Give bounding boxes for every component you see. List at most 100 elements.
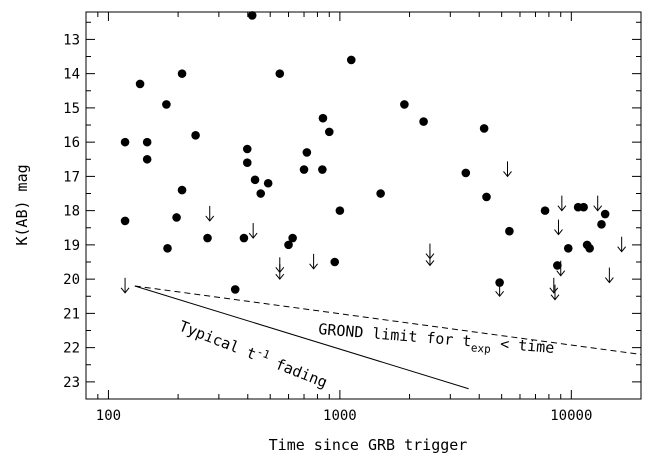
arrow-head — [120, 287, 130, 294]
upper-limit-arrow — [554, 219, 563, 236]
arrow-head — [554, 229, 563, 236]
arrow-head — [550, 294, 560, 301]
y-tick-label: 17 — [63, 169, 80, 185]
data-point — [330, 257, 340, 267]
arrow-head — [309, 263, 318, 270]
data-point — [302, 148, 312, 157]
y-tick-label: 16 — [63, 135, 80, 151]
data-point — [597, 220, 606, 229]
upper-limit-arrow — [557, 195, 567, 212]
data-point — [585, 244, 594, 253]
arrow-head — [503, 171, 512, 178]
x-tick-labels: 100 1000 10000 — [96, 408, 593, 424]
data-point — [120, 216, 130, 226]
y-tick-label: 19 — [63, 238, 80, 254]
y-tick-label: 13 — [63, 32, 80, 48]
upper-limit-arrow — [425, 250, 435, 267]
upper-limit-arrow — [205, 205, 215, 222]
arrow-head — [617, 246, 627, 253]
data-point — [318, 165, 327, 174]
upper-limit-arrow — [556, 260, 566, 277]
upper-limit-arrow — [275, 264, 285, 280]
data-point — [318, 113, 328, 123]
arrow-head — [205, 215, 215, 222]
y-tick-label: 20 — [63, 272, 80, 288]
arrow-head — [557, 205, 567, 212]
axis-ticks — [85, 12, 642, 400]
upper-limit-arrow — [604, 267, 614, 284]
data-point — [335, 206, 345, 215]
y-axis-title: K(AB) mag — [13, 164, 31, 245]
data-point — [419, 117, 428, 126]
arrow-head — [495, 290, 505, 298]
upper-limit-arrow — [495, 281, 505, 298]
data-point — [263, 178, 273, 188]
reference-lines — [134, 285, 642, 390]
data-point — [163, 244, 172, 253]
arrow-head — [275, 273, 285, 280]
data-point — [505, 226, 514, 236]
data-points — [120, 11, 610, 294]
arrow-head — [248, 232, 258, 239]
data-point — [203, 233, 212, 243]
y-tick-label: 14 — [63, 67, 80, 83]
upper-limit-arrow — [503, 161, 512, 178]
data-point — [135, 79, 145, 89]
data-point — [120, 137, 130, 147]
data-point — [250, 175, 260, 185]
arrow-head — [549, 287, 559, 294]
data-point — [230, 285, 240, 294]
data-point — [600, 209, 610, 219]
data-point — [142, 154, 152, 164]
upper-limit-arrow — [549, 277, 559, 294]
upper-limit-arrow — [593, 195, 603, 212]
y-tick-label: 22 — [63, 341, 80, 357]
data-point — [177, 69, 187, 78]
y-tick-labels: 13 14 15 16 17 18 19 20 21 22 23 — [63, 32, 80, 390]
data-point — [256, 189, 266, 198]
data-point — [479, 124, 489, 133]
data-point — [242, 158, 252, 167]
upper-limit-arrow — [309, 253, 318, 270]
arrow-head — [593, 205, 603, 212]
data-point — [239, 233, 249, 243]
grond-limit-line — [134, 285, 642, 355]
data-point — [563, 244, 573, 253]
plot-frame — [85, 11, 642, 400]
y-tick-label: 18 — [63, 204, 80, 220]
x-tick-label: 1000 — [323, 408, 357, 424]
data-point — [553, 261, 562, 270]
data-point — [324, 127, 334, 137]
x-axis-title: Time since GRB trigger — [269, 436, 468, 454]
data-point — [172, 213, 181, 222]
grond-limit-label: GROND limit for texp < time — [317, 320, 555, 361]
typical-fading-line — [134, 285, 469, 390]
upper-limit-arrow — [248, 223, 258, 239]
data-point — [191, 130, 200, 140]
typical-fading-label: Typical t-1 fading — [177, 315, 331, 391]
upper-limit-arrow — [617, 236, 627, 253]
data-point — [142, 137, 152, 147]
data-point — [461, 168, 471, 178]
data-point — [299, 165, 309, 174]
data-point — [540, 206, 550, 215]
data-point — [247, 11, 257, 20]
data-point — [177, 185, 187, 195]
arrow-head — [556, 270, 566, 277]
x-tick-label: 10000 — [550, 408, 592, 424]
data-point — [482, 192, 491, 202]
data-point — [275, 69, 285, 78]
upper-limit-arrow — [550, 284, 560, 301]
y-tick-label: 21 — [63, 306, 80, 322]
data-point — [284, 240, 293, 250]
arrow-head — [604, 277, 614, 284]
arrow-head — [425, 260, 435, 267]
data-point — [162, 100, 171, 109]
data-point — [376, 189, 385, 198]
data-point — [400, 100, 409, 109]
y-tick-label: 15 — [63, 101, 80, 117]
y-tick-label: 23 — [63, 375, 80, 391]
data-point — [242, 144, 252, 154]
data-point — [579, 202, 588, 212]
upper-limit-arrows — [120, 161, 627, 301]
